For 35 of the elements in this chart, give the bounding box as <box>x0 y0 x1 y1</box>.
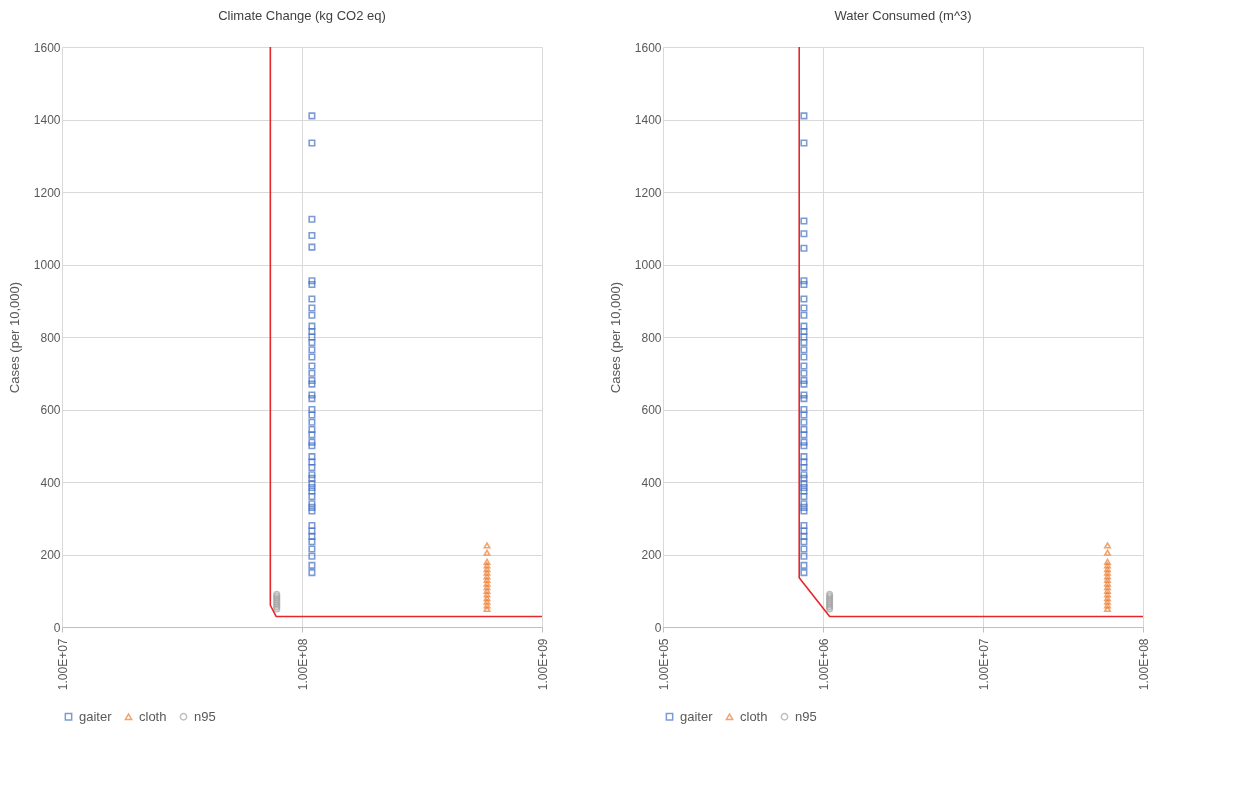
legend-label: gaiter <box>79 708 113 724</box>
y-tick-label: 1000 <box>634 258 662 272</box>
chart-title: Climate Change (kg CO2 eq) <box>218 8 386 23</box>
legend-label: cloth <box>740 708 768 724</box>
y-tick-label: 1200 <box>33 185 61 200</box>
y-tick-label: 0 <box>53 620 61 635</box>
y-tick-label: 800 <box>40 330 61 345</box>
y-tick-label: 200 <box>40 548 61 562</box>
x-tick-label: 1.00E+08 <box>1136 638 1151 691</box>
y-tick-label: 200 <box>641 548 662 562</box>
y-tick-label: 400 <box>40 475 61 490</box>
y-tick-label: 1400 <box>33 113 61 127</box>
y-tick-label: 800 <box>641 330 662 345</box>
x-tick-label: 1.00E+05 <box>656 638 671 691</box>
y-axis-title: Cases (per 10,000) <box>607 281 623 394</box>
y-tick-label: 1400 <box>634 113 662 127</box>
y-tick-label: 0 <box>654 620 662 635</box>
y-tick-label: 400 <box>641 475 662 490</box>
y-tick-label: 600 <box>40 403 61 417</box>
y-tick-label: 1600 <box>33 40 61 55</box>
legend-label: gaiter <box>680 708 714 724</box>
y-tick-label: 1200 <box>634 185 662 200</box>
x-tick-label: 1.00E+07 <box>976 638 991 691</box>
x-tick-label: 1.00E+09 <box>535 638 550 691</box>
y-tick-label: 600 <box>641 403 662 417</box>
legend-label: cloth <box>139 708 167 724</box>
legend-label: n95 <box>194 708 216 724</box>
x-tick-label: 1.00E+06 <box>816 638 831 691</box>
y-axis-title: Cases (per 10,000) <box>6 281 22 394</box>
legend-label: n95 <box>795 708 817 724</box>
y-tick-label: 1000 <box>33 258 61 272</box>
chart-title: Water Consumed (m^3) <box>834 8 972 23</box>
x-tick-label: 1.00E+07 <box>55 638 70 691</box>
y-tick-label: 1600 <box>634 40 662 55</box>
x-tick-label: 1.00E+08 <box>295 638 310 691</box>
